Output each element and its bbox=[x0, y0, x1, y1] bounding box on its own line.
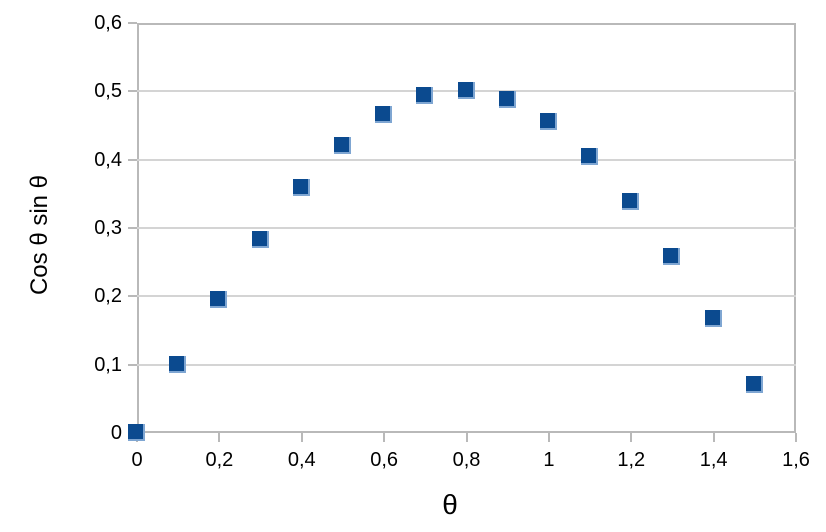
x-tick-label: 0,2 bbox=[205, 449, 234, 471]
data-point-marker bbox=[704, 309, 722, 327]
x-tick-label: 1,6 bbox=[782, 449, 810, 471]
y-gridline bbox=[137, 363, 796, 366]
x-axis-tick bbox=[630, 433, 633, 442]
data-point-marker bbox=[622, 192, 640, 210]
y-axis-tick bbox=[128, 227, 137, 229]
x-axis-tick bbox=[383, 433, 386, 442]
y-gridline bbox=[137, 227, 796, 229]
x-axis-tick bbox=[712, 433, 715, 442]
y-tick-label: 0,6 bbox=[94, 12, 122, 34]
x-axis-tick bbox=[300, 433, 303, 442]
y-tick-label: 0 bbox=[110, 422, 122, 444]
data-point-marker bbox=[169, 356, 187, 374]
data-point-marker bbox=[498, 91, 516, 109]
data-point-marker bbox=[251, 231, 269, 249]
data-point-marker bbox=[539, 113, 557, 131]
y-tick-label: 0,1 bbox=[94, 353, 122, 376]
x-tick-label: 0 bbox=[131, 449, 143, 471]
y-axis-tick bbox=[128, 295, 137, 298]
data-point-marker bbox=[581, 147, 599, 165]
y-axis-tick bbox=[128, 22, 137, 24]
x-tick-label: 1,4 bbox=[699, 449, 728, 471]
y-gridline bbox=[137, 158, 796, 161]
y-tick-label: 0,4 bbox=[94, 148, 122, 171]
data-point-marker bbox=[663, 247, 681, 265]
y-tick-label: 0,5 bbox=[94, 80, 122, 103]
data-point-marker bbox=[210, 290, 228, 308]
x-tick-label: 0,4 bbox=[287, 449, 316, 471]
x-tick-label: 0,8 bbox=[452, 449, 481, 471]
y-axis-tick bbox=[128, 363, 137, 366]
data-point-marker bbox=[416, 87, 434, 105]
x-axis-title: θ bbox=[442, 489, 458, 520]
data-point-marker bbox=[333, 136, 351, 154]
x-tick-label: 0,6 bbox=[370, 449, 399, 471]
y-axis-tick bbox=[128, 90, 137, 93]
x-tick-label: 1,2 bbox=[617, 449, 646, 471]
y-tick-label: 0,2 bbox=[94, 285, 122, 308]
y-gridline bbox=[137, 295, 796, 298]
x-axis-tick bbox=[795, 433, 797, 442]
y-axis-title: Cos θ sin θ bbox=[26, 174, 53, 296]
data-point-marker bbox=[128, 424, 145, 441]
data-point-marker bbox=[457, 82, 475, 100]
x-axis-tick bbox=[547, 433, 550, 442]
y-tick-label: 0,3 bbox=[94, 217, 122, 239]
x-axis-tick bbox=[465, 433, 468, 442]
data-point-marker bbox=[292, 178, 310, 196]
data-point-marker bbox=[375, 105, 393, 123]
x-axis-tick bbox=[218, 433, 221, 442]
data-point-marker bbox=[745, 375, 763, 393]
x-tick-label: 1 bbox=[543, 449, 555, 471]
y-axis-tick bbox=[128, 158, 137, 161]
